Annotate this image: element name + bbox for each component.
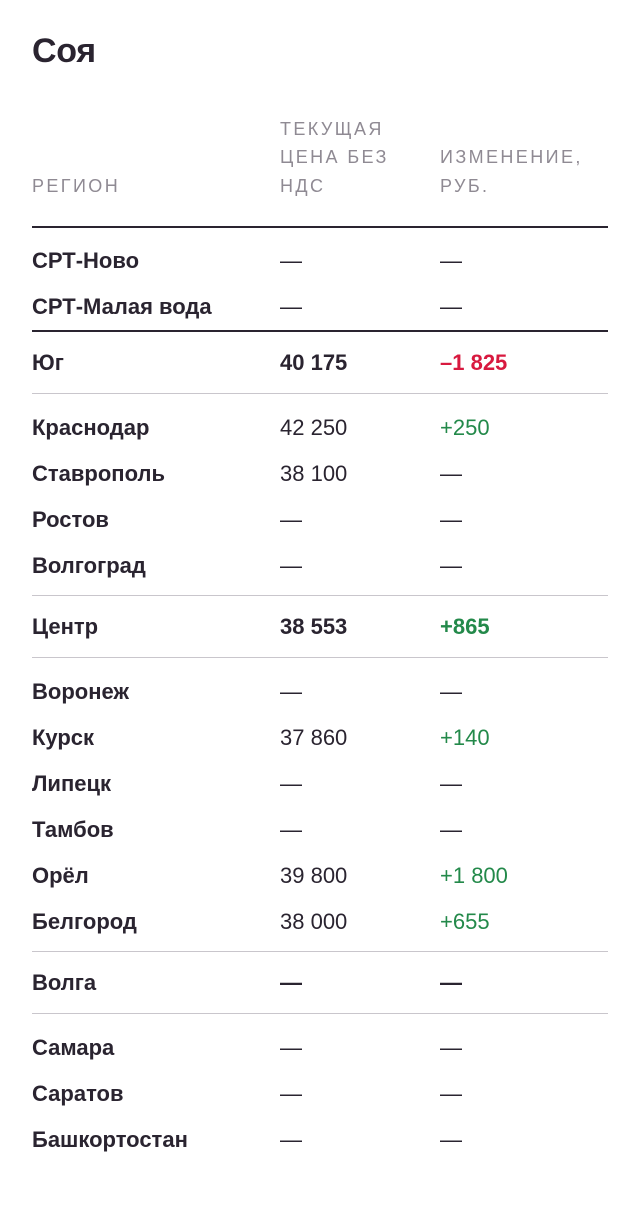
table-header: РЕГИОН ТЕКУЩАЯ ЦЕНА БЕЗ НДС ИЗМЕНЕНИЕ, Р…: [32, 119, 608, 228]
summary-row: Центр 38 553 +865: [32, 596, 608, 658]
row-change: —: [440, 1127, 462, 1152]
row-price: 40 175: [280, 349, 348, 375]
row-region: Самара: [32, 1035, 115, 1060]
row-price: 42 250: [280, 415, 348, 440]
row-price: 38 000: [280, 909, 348, 934]
row-price: 37 860: [280, 725, 348, 750]
summary-row: Юг 40 175 –1 825: [32, 332, 608, 394]
row-region: СРТ-Ново: [32, 248, 140, 273]
row-change: —: [440, 1035, 462, 1060]
row-change: —: [440, 969, 462, 995]
row-change: +865: [440, 613, 490, 639]
row-change: –1 825: [440, 349, 508, 375]
row-price: —: [280, 1127, 302, 1152]
table-row: СРТ-Малая вода — —: [32, 284, 608, 332]
row-region: Волгоград: [32, 553, 146, 578]
row-change: +655: [440, 909, 490, 934]
row-price: 38 553: [280, 613, 348, 639]
row-change: —: [440, 1081, 462, 1106]
page-title: Соя: [32, 32, 96, 70]
table-row: Самара — —: [32, 1025, 608, 1071]
table-row: Тамбов — —: [32, 807, 608, 853]
row-region: Башкортостан: [32, 1127, 188, 1152]
row-price: —: [280, 771, 302, 796]
table-row: Орёл 39 800 +1 800: [32, 853, 608, 899]
row-change: —: [440, 248, 462, 273]
table-row: Ростов — —: [32, 497, 608, 543]
row-change: +250: [440, 415, 490, 440]
header-change: ИЗМЕНЕНИЕ, РУБ.: [440, 147, 583, 196]
row-price: —: [280, 507, 302, 532]
row-price: 39 800: [280, 863, 348, 888]
row-region: Саратов: [32, 1081, 124, 1106]
row-region: Тамбов: [32, 817, 114, 842]
row-region: СРТ-Малая вода: [32, 294, 212, 319]
row-region: Краснодар: [32, 415, 150, 440]
table-row: Краснодар 42 250 +250: [32, 405, 608, 451]
row-region: Центр: [32, 613, 99, 639]
header-price: ТЕКУЩАЯ ЦЕНА БЕЗ НДС: [280, 118, 389, 196]
table-row: Белгород 38 000 +655: [32, 899, 608, 952]
row-change: —: [440, 553, 462, 578]
row-change: —: [440, 817, 462, 842]
row-region: Орёл: [32, 863, 89, 888]
row-price: —: [280, 294, 302, 319]
row-change: —: [440, 771, 462, 796]
row-price: 38 100: [280, 461, 348, 486]
table-row: Курск 37 860 +140: [32, 715, 608, 761]
spacer: [32, 658, 608, 669]
row-price: —: [280, 553, 302, 578]
row-price: —: [280, 969, 302, 995]
table-row: Башкортостан — —: [32, 1117, 608, 1163]
row-change: —: [440, 679, 462, 704]
header-region: РЕГИОН: [32, 175, 121, 196]
spacer: [32, 394, 608, 405]
table-row: СРТ-Ново — —: [32, 238, 608, 284]
row-region: Юг: [32, 349, 64, 375]
row-region: Волга: [32, 969, 97, 995]
row-price: —: [280, 1035, 302, 1060]
price-table: РЕГИОН ТЕКУЩАЯ ЦЕНА БЕЗ НДС ИЗМЕНЕНИЕ, Р…: [32, 119, 608, 1163]
row-price: —: [280, 679, 302, 704]
row-region: Липецк: [32, 771, 112, 796]
table-row: Волгоград — —: [32, 543, 608, 596]
row-region: Воронеж: [32, 679, 130, 704]
row-region: Белгород: [32, 909, 137, 934]
row-change: +1 800: [440, 863, 508, 888]
row-change: —: [440, 294, 462, 319]
row-change: —: [440, 507, 462, 532]
summary-row: Волга — —: [32, 952, 608, 1014]
row-change: +140: [440, 725, 490, 750]
table-row: Воронеж — —: [32, 669, 608, 715]
table-row: Ставрополь 38 100 —: [32, 451, 608, 497]
spacer: [32, 1014, 608, 1025]
table-row: Липецк — —: [32, 761, 608, 807]
row-region: Ставрополь: [32, 461, 165, 486]
row-region: Курск: [32, 725, 95, 750]
row-change: —: [440, 461, 462, 486]
row-region: Ростов: [32, 507, 109, 532]
row-price: —: [280, 817, 302, 842]
row-price: —: [280, 248, 302, 273]
table-row: Саратов — —: [32, 1071, 608, 1117]
row-price: —: [280, 1081, 302, 1106]
